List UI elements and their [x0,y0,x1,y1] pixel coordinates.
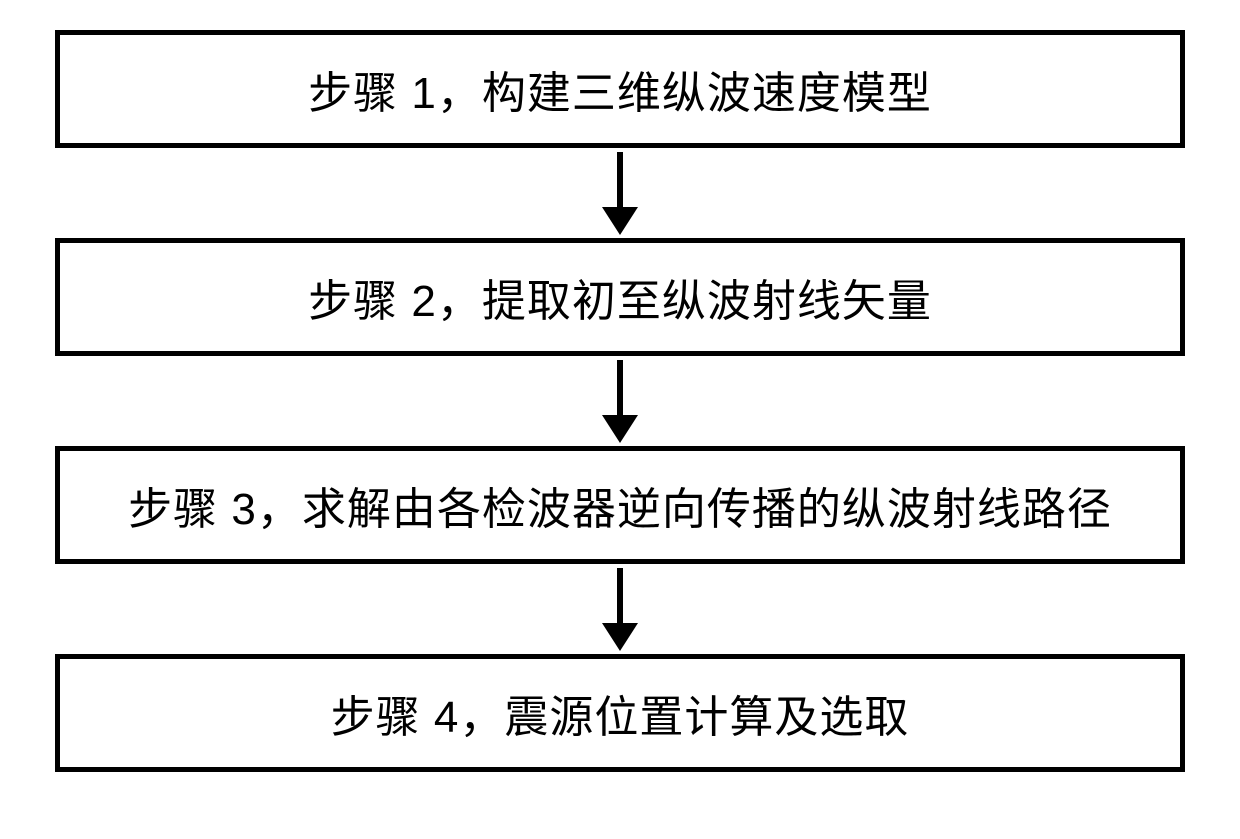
step-text-2: 步骤 2，提取初至纵波射线矢量 [308,265,932,329]
step-box-1: 步骤 1，构建三维纵波速度模型 [55,30,1185,148]
arrow-head-icon [602,415,638,443]
arrow-3 [602,564,638,654]
arrow-line-icon [617,568,623,623]
step-text-3: 步骤 3，求解由各检波器逆向传播的纵波射线路径 [128,473,1112,537]
step-box-4: 步骤 4，震源位置计算及选取 [55,654,1185,772]
arrow-1 [602,148,638,238]
arrow-2 [602,356,638,446]
step-text-1: 步骤 1，构建三维纵波速度模型 [308,57,932,121]
step-box-3: 步骤 3，求解由各检波器逆向传播的纵波射线路径 [55,446,1185,564]
arrow-line-icon [617,152,623,207]
arrow-line-icon [617,360,623,415]
arrow-head-icon [602,623,638,651]
flowchart-container: 步骤 1，构建三维纵波速度模型 步骤 2，提取初至纵波射线矢量 步骤 3，求解由… [50,30,1190,772]
arrow-head-icon [602,207,638,235]
step-box-2: 步骤 2，提取初至纵波射线矢量 [55,238,1185,356]
step-text-4: 步骤 4，震源位置计算及选取 [331,681,910,745]
